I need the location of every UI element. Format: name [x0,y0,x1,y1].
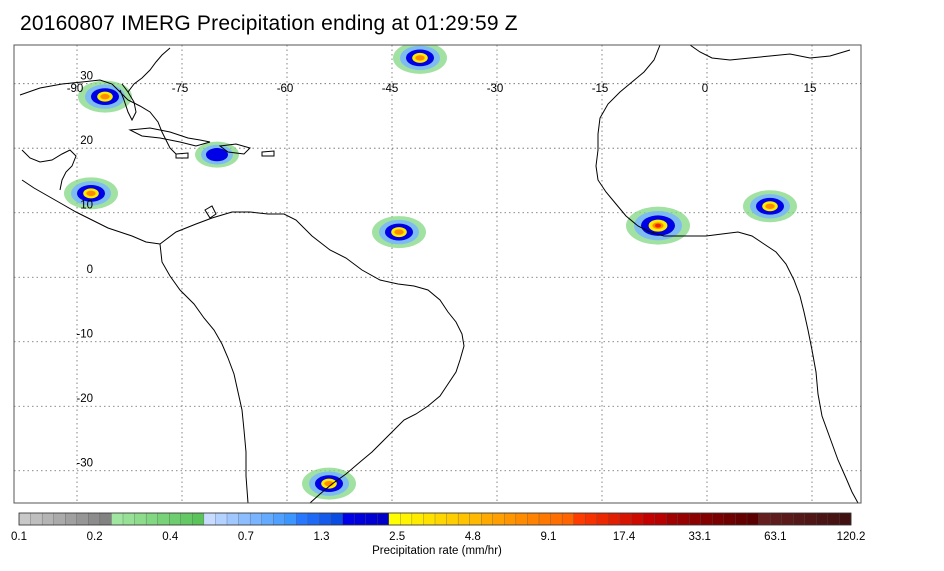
lon-tick-label: -15 [592,83,609,95]
colorbar-tick-label: 0.4 [162,531,179,543]
graticule [14,45,861,503]
coast-jamaica [175,152,189,159]
chart-title: 20160807 IMERG Precipitation ending at 0… [20,12,518,35]
map-frame [13,44,862,504]
lon-tick-label: -90 [67,83,84,95]
colorbar-tick-label: 17.4 [613,531,636,543]
precip-cell [78,80,132,113]
colorbar-label: Precipitation rate (mm/hr) [372,545,502,557]
colorbar-tick-label: 0.1 [11,531,27,543]
coast-mediterranean [689,45,851,61]
lat-tick-label: -20 [76,393,93,405]
lon-tick-label: 15 [804,83,817,95]
lon-tick-label: -30 [487,83,504,95]
colorbar-tick-label: 1.3 [314,531,330,543]
coastlines [19,45,859,503]
lon-tick-label: -60 [277,83,294,95]
precip-cell [393,45,447,74]
colorbar-tick-label: 63.1 [764,531,786,543]
lat-tick-label: 20 [80,135,93,147]
coast-west-africa [595,45,859,503]
coast-lake-maracaibo [204,205,217,219]
precip-cell [302,467,356,500]
precip-cell [64,177,118,210]
axis-labels: -90 -75 -60 -45 -30 -15 0 15 30 20 10 0 -10 -20 -30 [67,71,817,470]
coast-cuba [128,127,211,147]
lon-tick-label: 0 [702,83,708,95]
coast-yucatan [21,149,77,191]
precip-cell [195,141,239,168]
coast-puerto-rico [261,150,275,157]
coast-central-america [21,179,161,245]
lat-tick-label: 30 [80,71,93,83]
lon-tick-label: -75 [172,83,189,95]
precip-cell [626,206,690,245]
lat-tick-label: 0 [87,264,93,276]
colorbar-ticks: 0.1 0.2 0.4 0.7 1.3 2.5 4.8 9.1 17.4 33.1 63.1 120.… [11,531,865,543]
colorbar-tick-label: 9.1 [540,531,556,543]
colorbar-tick-label: 4.8 [465,531,481,543]
colorbar-tick-label: 120.2 [837,531,866,543]
precipitation-map[interactable]: -90 -75 -60 -45 -30 -15 0 15 30 20 10 0 -10 -20 -30 [0,0,944,530]
coast-florida [119,83,137,122]
precipitation-layer [64,45,797,500]
precip-cell [743,190,797,223]
colorbar-tick-label: 2.5 [389,531,405,543]
colorbar-tick-label: 0.2 [87,531,103,543]
colorbar-tick-label: 33.1 [689,531,711,543]
precip-cell [372,216,426,249]
coast-north-america [19,47,177,155]
lat-tick-label: 10 [80,200,93,212]
map-background [14,45,861,503]
lat-tick-label: -10 [76,329,93,341]
lon-tick-label: -45 [382,83,399,95]
coast-south-america [159,211,465,503]
colorbar-tick-label: 0.7 [238,531,254,543]
coast-hispaniola [218,143,251,155]
lat-tick-label: -30 [76,458,93,470]
